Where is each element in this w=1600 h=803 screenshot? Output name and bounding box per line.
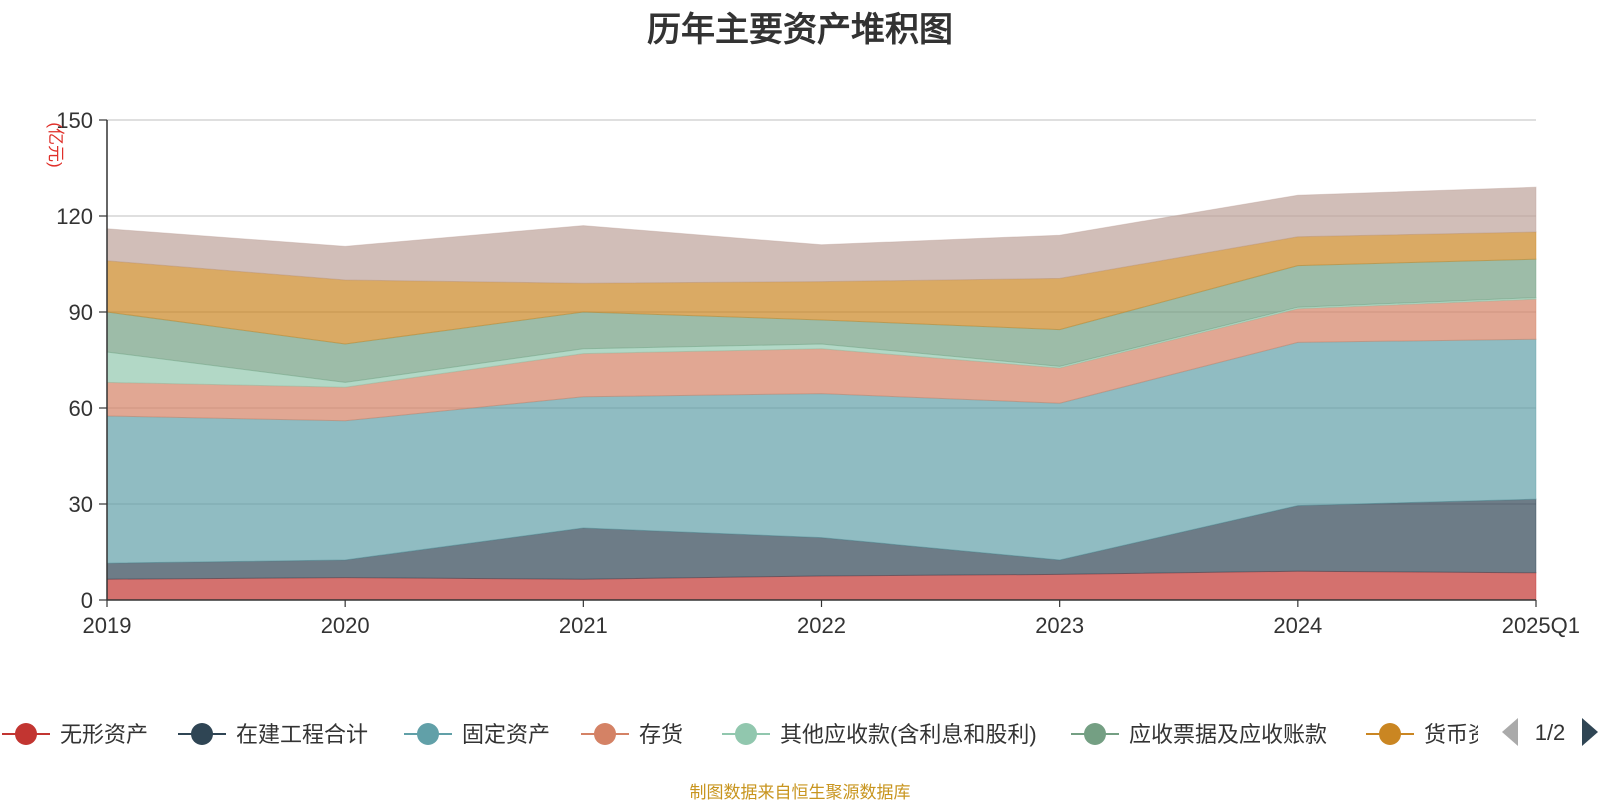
legend-item-0[interactable]: 无形资产 <box>2 722 148 747</box>
legend-next-page-icon[interactable] <box>1582 718 1598 746</box>
y-tick-label: 60 <box>69 396 93 421</box>
y-tick-label: 120 <box>56 204 93 229</box>
stacked-areas <box>106 186 1537 601</box>
legend-item-6[interactable]: 货币资 <box>1366 722 1490 747</box>
source-note: 制图数据来自恒生聚源数据库 <box>689 783 911 802</box>
legend-prev-page-icon[interactable] <box>1502 718 1518 746</box>
chart-title: 历年主要资产堆积图 <box>647 11 953 49</box>
x-tick-label: 2023 <box>1035 613 1084 638</box>
legend-circle-icon <box>735 723 757 745</box>
legend-label: 在建工程合计 <box>236 722 368 747</box>
area-series-1 <box>106 498 1537 580</box>
legend-item-1[interactable]: 在建工程合计 <box>178 722 368 747</box>
y-tick-label: 0 <box>81 588 93 613</box>
legend: 无形资产 在建工程合计 固定资产 存货 其他应收款(含利息和股利) 应收票据及应收账款 货币… <box>2 718 1598 747</box>
y-tick-label: 150 <box>56 108 93 133</box>
legend-page-indicator: 1/2 <box>1535 720 1566 745</box>
y-tick-label: 90 <box>69 300 93 325</box>
legend-circle-icon <box>594 723 616 745</box>
legend-label: 存货 <box>639 722 683 747</box>
legend-circle-icon <box>417 723 439 745</box>
legend-label: 固定资产 <box>462 722 550 747</box>
legend-label: 无形资产 <box>60 722 148 747</box>
y-tick-label: 30 <box>69 492 93 517</box>
legend-item-4[interactable]: 其他应收款(含利息和股利) <box>722 722 1037 747</box>
x-tick-label: 2022 <box>797 613 846 638</box>
area-series-7 <box>106 186 1537 284</box>
legend-label: 其他应收款(含利息和股利) <box>780 722 1037 747</box>
x-tick-label: 2025Q1 <box>1502 613 1580 638</box>
legend-circle-icon <box>15 723 37 745</box>
legend-circle-icon <box>191 723 213 745</box>
legend-label: 货币资 <box>1424 722 1490 747</box>
legend-item-5[interactable]: 应收票据及应收账款 <box>1071 722 1327 747</box>
area-series-3 <box>106 298 1537 422</box>
area-series-2 <box>106 338 1537 564</box>
legend-item-2[interactable]: 固定资产 <box>404 722 550 747</box>
legend-circle-icon <box>1379 723 1401 745</box>
legend-items: 无形资产 在建工程合计 固定资产 存货 其他应收款(含利息和股利) 应收票据及应收账款 货币… <box>2 722 1490 747</box>
legend-item-3[interactable]: 存货 <box>581 722 683 747</box>
x-tick-label: 2019 <box>83 613 132 638</box>
area-series-4 <box>106 297 1537 388</box>
legend-circle-icon <box>1084 723 1106 745</box>
x-tick-label: 2024 <box>1273 613 1322 638</box>
x-tick-label: 2020 <box>321 613 370 638</box>
chart-area: 0 30 60 90 120 150 2019 2020 2021 2022 2023 2024 202… <box>46 108 1580 638</box>
axes: 0 30 60 90 120 150 2019 2020 2021 2022 2023 2024 202… <box>56 108 1580 638</box>
legend-label: 应收票据及应收账款 <box>1129 722 1327 747</box>
y-axis-unit-label: (亿元) <box>46 122 65 167</box>
x-tick-label: 2021 <box>559 613 608 638</box>
